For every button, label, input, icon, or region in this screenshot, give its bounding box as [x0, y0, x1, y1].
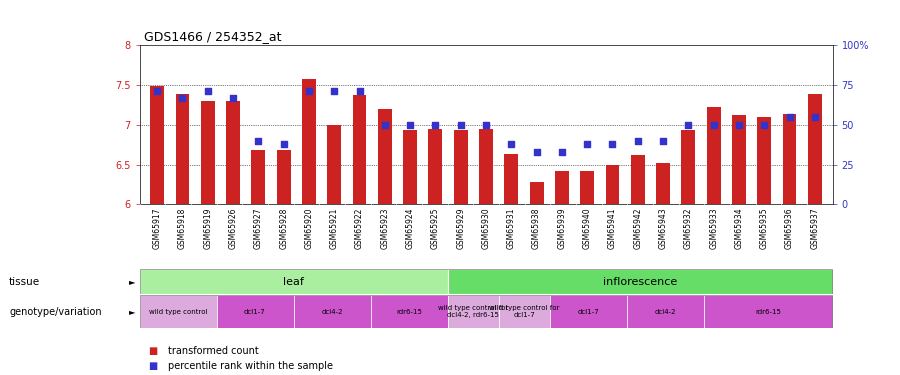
Point	[732, 122, 746, 128]
Bar	[371, 295, 447, 328]
Point	[454, 122, 468, 128]
Text: dcl1-7: dcl1-7	[578, 309, 599, 315]
Bar	[353, 95, 366, 204]
Bar	[757, 117, 771, 204]
Text: GDS1466 / 254352_at: GDS1466 / 254352_at	[144, 30, 282, 43]
Bar	[631, 155, 644, 204]
Text: leaf: leaf	[284, 277, 304, 286]
Bar	[782, 114, 796, 204]
Point	[226, 94, 240, 100]
Point	[479, 122, 493, 128]
Point	[352, 88, 366, 94]
Bar	[276, 150, 291, 204]
Bar	[504, 154, 518, 204]
Point	[302, 88, 316, 94]
Bar	[808, 94, 822, 204]
Point	[176, 94, 190, 100]
Bar	[550, 295, 627, 328]
Point	[276, 141, 291, 147]
Bar	[140, 269, 447, 294]
Bar	[499, 295, 550, 328]
Bar	[176, 94, 190, 204]
Point	[150, 88, 165, 94]
Text: ►: ►	[129, 307, 135, 316]
Text: ►: ►	[129, 277, 135, 286]
Text: inflorescence: inflorescence	[603, 277, 677, 286]
Bar	[627, 295, 704, 328]
Bar	[140, 295, 217, 328]
Bar	[201, 101, 215, 204]
Bar	[447, 269, 832, 294]
Text: rdr6-15: rdr6-15	[396, 309, 422, 315]
Text: percentile rank within the sample: percentile rank within the sample	[168, 361, 333, 370]
Text: dcl1-7: dcl1-7	[244, 309, 266, 315]
Point	[807, 114, 822, 120]
Text: transformed count: transformed count	[168, 346, 259, 355]
Bar	[302, 79, 316, 204]
Point	[554, 149, 569, 155]
Bar	[150, 87, 164, 204]
Bar	[529, 182, 544, 204]
Bar	[447, 295, 499, 328]
Text: rdr6-15: rdr6-15	[755, 309, 781, 315]
Text: wild type control for
dcl1-7: wild type control for dcl1-7	[490, 305, 560, 318]
Bar	[403, 130, 417, 204]
Bar	[378, 109, 392, 204]
Text: wild type control: wild type control	[148, 309, 207, 315]
Bar	[251, 150, 266, 204]
Point	[681, 122, 696, 128]
Point	[403, 122, 418, 128]
Text: genotype/variation: genotype/variation	[9, 307, 102, 316]
Text: dcl4-2: dcl4-2	[321, 309, 343, 315]
Bar	[656, 163, 670, 204]
Bar	[681, 130, 696, 204]
Point	[580, 141, 594, 147]
Point	[757, 122, 771, 128]
Bar	[555, 171, 569, 204]
Point	[656, 138, 670, 144]
Point	[428, 122, 443, 128]
Bar	[704, 295, 833, 328]
Point	[631, 138, 645, 144]
Bar	[226, 101, 240, 204]
Bar	[732, 115, 746, 204]
Point	[782, 114, 796, 120]
Point	[201, 88, 215, 94]
Bar	[454, 130, 468, 204]
Point	[327, 88, 341, 94]
Point	[251, 138, 266, 144]
Text: wild type control for
dcl4-2, rdr6-15: wild type control for dcl4-2, rdr6-15	[438, 305, 508, 318]
Point	[378, 122, 392, 128]
Text: tissue: tissue	[9, 277, 40, 286]
Point	[706, 122, 721, 128]
Bar	[293, 295, 371, 328]
Text: ■: ■	[148, 361, 157, 370]
Text: dcl4-2: dcl4-2	[655, 309, 677, 315]
Bar	[706, 107, 721, 204]
Point	[504, 141, 518, 147]
Bar	[606, 165, 619, 204]
Text: ■: ■	[148, 346, 157, 355]
Bar	[479, 129, 493, 204]
Point	[606, 141, 620, 147]
Bar	[428, 129, 443, 204]
Bar	[580, 171, 594, 204]
Bar	[328, 124, 341, 204]
Point	[529, 149, 544, 155]
Bar	[217, 295, 293, 328]
